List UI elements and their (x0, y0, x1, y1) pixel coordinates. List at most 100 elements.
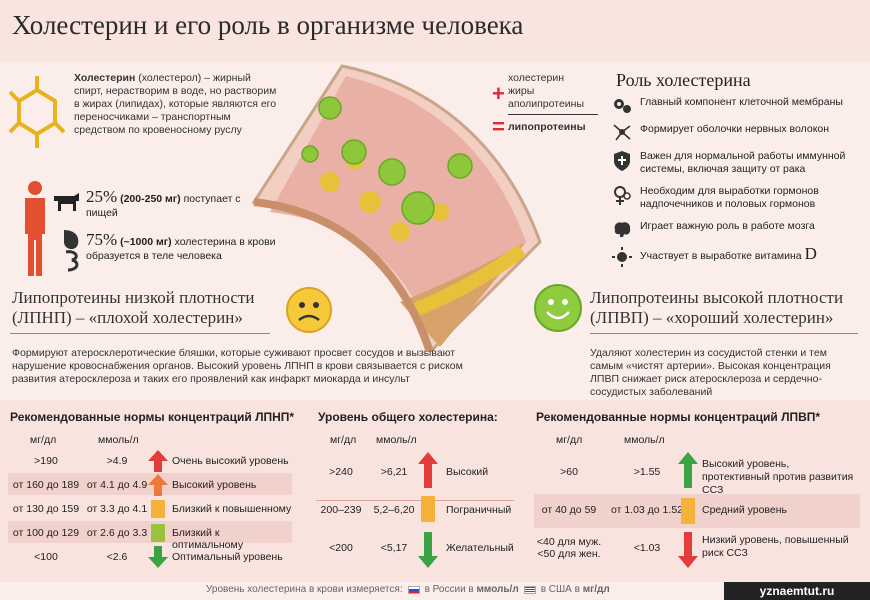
ldl-mmol-cell: от 4.1 до 4.9 (86, 479, 148, 491)
arrow-down-icon (678, 532, 698, 568)
role-list: Главный компонент клеточной мембраны Фор… (612, 96, 862, 267)
ldl-level-label: Близкий к оптимальному (172, 527, 244, 551)
gender-icon (614, 186, 631, 205)
total-level-label: Желательный (446, 542, 514, 554)
gears-icon (614, 99, 631, 113)
ldl-mmol-cell: от 2.6 до 3.3 (86, 527, 148, 539)
ldl-level-label: Близкий к повышенному (172, 503, 292, 515)
ldl-mg-cell: от 130 до 159 (12, 503, 80, 515)
table-row-bg (8, 521, 292, 543)
total-mmol-cell: >6,21 (380, 466, 408, 478)
page-title: Холестерин и его роль в организме челове… (12, 10, 524, 40)
footer-us-pre: в США в (540, 584, 580, 595)
brain-icon (614, 222, 631, 237)
table-row-bg (534, 494, 860, 528)
ldl-col-mmol: ммоль/л (98, 434, 139, 446)
level-indicator-icon (681, 498, 695, 524)
total-table-title: Уровень общего холестерина: (318, 410, 498, 424)
hdl-mg-cell: >60 (560, 466, 578, 478)
sad-face-icon (286, 287, 332, 333)
watermark: yznaemtut.ru (724, 582, 870, 600)
ldl-divider (10, 333, 270, 334)
total-col-mg: мг/дл (330, 434, 357, 446)
hdl-mg-cell: от 40 до 59 (541, 504, 597, 516)
level-indicator-icon (151, 500, 165, 518)
hdl-heading: Липопротеины высокой плотности (ЛПВП) – … (590, 288, 860, 328)
total-mg-cell: >240 (329, 466, 353, 478)
formula-line2: жиры (508, 85, 535, 97)
level-indicator-icon (421, 496, 435, 522)
intro-term: Холестерин (74, 72, 136, 84)
formula-line1: холестерин (508, 72, 564, 84)
intake-food-amount: (200-250 мг) (120, 193, 181, 205)
molecule-icon (8, 76, 66, 148)
cow-icon (54, 193, 79, 211)
hdl-table-title: Рекомендованные нормы концентраций ЛПВП* (536, 410, 821, 424)
role-item-nerve: Формирует оболочки нервных волокон (612, 123, 862, 141)
divider (316, 500, 514, 501)
hdl-divider (590, 333, 858, 334)
total-mmol-cell: <5,17 (380, 542, 408, 554)
role-item-text: Важен для нормальной работы иммунной сис… (640, 150, 846, 175)
ldl-description: Формируют атеросклеротические бляшки, ко… (12, 347, 463, 385)
hdl-heading-line2: (ЛПВП) – «хороший холестерин» (590, 308, 834, 327)
formula-result: липопротеины (508, 121, 586, 133)
hdl-mmol-cell: >1.55 (633, 466, 661, 478)
role-item-text: Участвует в выработке витамина (640, 250, 802, 262)
role-item-text: Главный компонент клеточной мембраны (640, 96, 843, 108)
russia-flag-icon (407, 585, 420, 594)
ldl-mg-cell: >190 (34, 455, 58, 467)
total-mmol-cell: 5,2–6,20 (373, 504, 415, 516)
intake-food-text: поступает с пищей (86, 193, 241, 219)
ldl-table-title: Рекомендованные нормы концентраций ЛПНП* (10, 410, 295, 424)
intro-text: Холестерин (холестерол) – жирный спирт, … (74, 72, 279, 137)
ldl-heading: Липопротеины низкой плотности (ЛПНП) – «… (12, 288, 292, 328)
role-item-immune: Важен для нормальной работы иммунной сис… (612, 150, 862, 176)
role-item-text: Играет важную роль в работе мозга (640, 220, 815, 232)
arrow-up-icon (418, 452, 438, 488)
shield-icon (614, 151, 630, 171)
title-band (0, 0, 870, 62)
role-item-text: Необходим для выработки гормонов надпоче… (640, 185, 819, 210)
footer-ru-pre: в России в (424, 584, 474, 595)
intake-body-percent: 75% (86, 230, 118, 249)
total-mg-cell: <200 (329, 542, 353, 554)
vitamin-d-label: D (804, 244, 817, 263)
intake-food-percent: 25% (86, 187, 118, 206)
role-item-text: Формирует оболочки нервных волокон (640, 123, 830, 135)
arrow-down-icon (418, 532, 438, 568)
intake-body: 75% (~1000 мг) холестерина в крови образ… (86, 230, 276, 263)
hdl-level-label: Средний уровень (702, 504, 787, 516)
hdl-col-mmol: ммоль/л (624, 434, 665, 446)
intro-rest: (холестерол) – жирный спирт, нерастворим… (74, 72, 277, 136)
ldl-mg-cell: от 160 до 189 (12, 479, 80, 491)
role-item-hormones: Необходим для выработки гормонов надпоче… (612, 185, 862, 211)
sun-icon (612, 247, 632, 267)
arrow-down-icon (148, 546, 168, 568)
hdl-mmol-cell: <1.03 (633, 542, 661, 554)
arrow-up-icon (148, 450, 168, 472)
formula-line3: аполипротеины (508, 98, 598, 115)
intake-body-text: холестерина в крови образуется в теле че… (86, 236, 276, 262)
formula-plus: + (492, 81, 505, 106)
hdl-heading-line1: Липопротеины высокой плотности (590, 288, 844, 307)
total-level-label: Пограничный (446, 504, 512, 516)
ldl-mg-cell: <100 (34, 551, 58, 563)
role-item-membrane: Главный компонент клеточной мембраны (612, 96, 862, 114)
hdl-level-label: Высокий уровень, протективный против раз… (702, 458, 854, 496)
neuron-icon (613, 124, 631, 141)
ldl-col-mg: мг/дл (30, 434, 57, 446)
hdl-mmol-cell: от 1.03 до 1.52 (610, 504, 683, 516)
ldl-level-label: Оптимальный уровень (172, 551, 283, 563)
footer-prefix: Уровень холестерина в крови измеряется: (206, 584, 403, 595)
ldl-level-label: Очень высокий уровень (172, 455, 289, 467)
hdl-level-label: Низкий уровень, повышенный риск ССЗ (702, 534, 849, 559)
level-indicator-icon (151, 524, 165, 542)
ldl-mmol-cell: >4.9 (106, 455, 128, 467)
role-item-brain: Играет важную роль в работе мозга (612, 220, 862, 238)
happy-face-icon (534, 284, 582, 332)
formula-equals: = (492, 114, 505, 139)
hdl-description: Удаляют холестерин из сосудистой стенки … (590, 347, 831, 398)
hdl-mg-cell: <40 для муж. <50 для жен. (536, 536, 602, 560)
ldl-mmol-cell: <2.6 (106, 551, 128, 563)
